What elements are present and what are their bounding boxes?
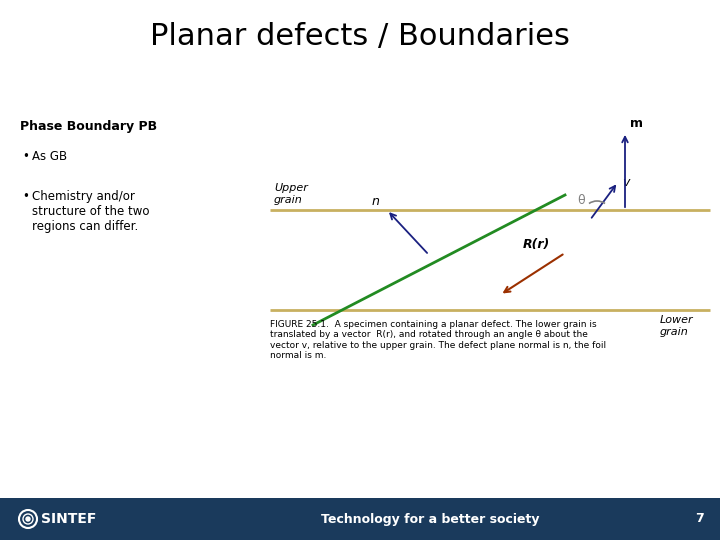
Text: SINTEF: SINTEF <box>41 512 96 526</box>
Text: Lower
grain: Lower grain <box>660 315 693 336</box>
Text: As GB: As GB <box>32 150 67 163</box>
Text: v: v <box>622 176 629 188</box>
Text: •: • <box>22 150 29 163</box>
Text: Upper
grain: Upper grain <box>274 184 308 205</box>
Text: R(r): R(r) <box>523 238 550 251</box>
Text: m: m <box>630 117 643 130</box>
Text: Chemistry and/or
structure of the two
regions can differ.: Chemistry and/or structure of the two re… <box>32 190 150 233</box>
Text: Phase Boundary PB: Phase Boundary PB <box>20 120 157 133</box>
Text: Technology for a better society: Technology for a better society <box>320 512 539 525</box>
Text: Planar defects / Boundaries: Planar defects / Boundaries <box>150 22 570 51</box>
Bar <box>0 498 720 540</box>
Text: •: • <box>22 190 29 203</box>
Text: θ: θ <box>577 194 585 207</box>
Text: n: n <box>371 195 379 208</box>
Circle shape <box>26 517 30 521</box>
Text: FIGURE 25.1.  A specimen containing a planar defect. The lower grain is
translat: FIGURE 25.1. A specimen containing a pla… <box>270 320 606 360</box>
Text: 7: 7 <box>696 512 704 525</box>
